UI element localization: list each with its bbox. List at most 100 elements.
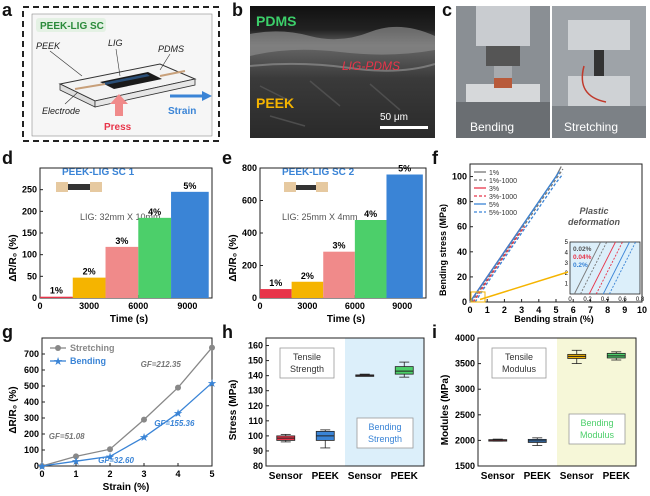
chart-h-y-tick-label: 120 (248, 401, 263, 411)
chart-h-category-label: PEEK (391, 471, 419, 482)
chart-g-gf-label: GF=32.60 (98, 456, 134, 465)
chart-h-y-tick-label: 80 (253, 461, 263, 471)
chart-i: Modules (MPa) 1500 2000 2500 3000 3500 4000 Se… (440, 333, 637, 482)
chart-g-point-stretching (209, 344, 215, 351)
lig-pattern (100, 72, 162, 89)
chart-h-tensile-box (279, 347, 335, 379)
chart-h-category-label: PEEK (312, 471, 340, 482)
chart-d-y-tick-label: 50 (27, 271, 37, 281)
chart-d-lig-size: LIG: 32mm X 10mm (80, 212, 161, 222)
panel-letter-c: c (442, 0, 453, 20)
chart-e-y-tick-label: 400 (242, 228, 257, 238)
chart-d-xlabel: Time (s) (110, 314, 148, 325)
chart-f-y-tick-label: 100 (452, 172, 467, 182)
chart-g-gf-label: GF=155.36 (154, 419, 195, 428)
chart-h-y-tick-label: 90 (253, 446, 263, 456)
chart-f-inset-line (595, 241, 623, 295)
chart-f-series-3%-1000 (472, 226, 526, 303)
chart-d-y-tick-label: 0 (32, 293, 37, 303)
chart-i-plot-frame (477, 337, 637, 467)
chart-h-ylabel: Stress (MPa) (228, 380, 239, 441)
chart-d-bar-label: 3% (115, 236, 128, 246)
chart-f-zoom-box (470, 291, 486, 303)
chart-g-y-tick-label: 700 (24, 349, 39, 359)
chart-i-category-label: Sensor (560, 471, 594, 482)
chart-g-y-tick-label: 0 (34, 461, 39, 471)
label-pdms: PDMS (158, 44, 184, 54)
chart-e-bar-2pct (291, 281, 324, 298)
chart-i-tensile-label: Modulus (502, 364, 537, 374)
chart-f-inset-y-tick: 5 (565, 240, 569, 246)
chart-g-legend-label: Bending (70, 356, 106, 366)
schematic-title: PEEK-LIG SC (40, 21, 104, 32)
chart-f-legend-label: 5%-1000 (489, 210, 517, 217)
chart-i-ylabel: Modules (MPa) (440, 375, 451, 446)
chart-e-y-tick-label: 600 (242, 196, 257, 206)
chart-f-legend-label: 5% (489, 202, 499, 209)
chart-i-category-label: PEEK (603, 471, 631, 482)
chart-g-point-stretching (175, 384, 181, 391)
label-strain: Strain (168, 106, 196, 117)
chart-g-legend-label: Stretching (70, 343, 115, 353)
chart-g-y-tick-label: 200 (24, 429, 39, 439)
chart-d-x-tick-label: 3000 (79, 301, 99, 311)
chart-g-point-stretching (141, 416, 147, 423)
chart-i-y-tick-label: 3500 (455, 359, 475, 369)
chart-f-x-tick-label: 4 (536, 305, 541, 315)
chart-g-point-stretching (107, 446, 113, 453)
chart-i-tensile-box (491, 347, 547, 379)
chart-e-ylabel: ΔR/R₀ (%) (228, 234, 239, 281)
panel-letter-a: a (2, 0, 13, 20)
panel-c-photos: Bending Stretching (456, 6, 646, 138)
chart-d-y-tick-label: 150 (22, 228, 37, 238)
chart-i-y-tick-label: 2000 (455, 435, 475, 445)
chart-f-x-tick-label: 5 (553, 305, 558, 315)
chart-g-point-bending: ★ (173, 408, 183, 420)
chart-h: Stress (MPa) 80 90 100 110 120 130 140 150 160 Se… (228, 337, 425, 482)
sem-label-peek: PEEK (256, 95, 294, 111)
chart-e-x-tick-label: 9000 (392, 301, 412, 311)
chart-f-y-tick-label: 40 (457, 247, 467, 257)
chart-g-x-tick-label: 2 (107, 469, 112, 479)
chart-f-legend-label: 3% (489, 186, 499, 193)
chart-g-point-bending: ★ (37, 461, 47, 473)
chart-d-bar-1pct (40, 296, 73, 298)
chart-f-inset-line (573, 241, 602, 295)
chart-g-y-tick-label: 400 (24, 397, 39, 407)
chart-f-inset-x-tick: 0 (568, 297, 572, 303)
chart-f-inset-x-tick: 0.2 (583, 297, 592, 303)
chart-h-tensile-label: Tensile (293, 352, 321, 362)
chart-f-inset-y-tick: 2 (565, 271, 569, 277)
chart-g-legend-marker (55, 345, 61, 351)
chart-f-series-5% (469, 171, 560, 303)
chart-g-x-tick-label: 1 (73, 469, 78, 479)
sem-label-lig-pdms: LIG-PDMS (342, 59, 400, 73)
chart-d-ylabel: ΔR/R₀ (%) (8, 234, 19, 281)
chart-g-point-stretching (73, 453, 79, 460)
chart-e-x-tick-label: 6000 (345, 301, 365, 311)
chart-i-y-tick-label: 1500 (455, 461, 475, 471)
chart-i-tensile-label: Tensile (505, 352, 533, 362)
chart-d-bar-label: 1% (50, 286, 63, 296)
chart-h-y-tick-label: 110 (248, 416, 263, 426)
chart-f-inset-line (602, 241, 630, 295)
chart-g-x-tick-label: 0 (39, 469, 44, 479)
chart-d-bar-3pct (105, 246, 139, 298)
panel-letter-f: f (432, 148, 438, 168)
chart-e-bar-1pct (260, 289, 292, 298)
photo-label-stretching: Stretching (564, 120, 618, 134)
chart-f-legend-label: 1% (489, 170, 499, 177)
chart-d-x-tick-label: 6000 (128, 301, 148, 311)
chart-f-legend-label: 3%-1000 (489, 194, 517, 201)
chart-d-bar-label: 2% (83, 267, 96, 277)
chart-g-x-tick-label: 5 (209, 469, 214, 479)
chart-d-x-tick-label: 9000 (177, 301, 197, 311)
chart-f-series-5%-1000 (474, 173, 564, 303)
chart-g-gf-label: GF=212.35 (141, 360, 182, 369)
label-press: Press (104, 122, 132, 133)
chart-g-x-tick-label: 3 (141, 469, 146, 479)
sem-label-pdms: PDMS (256, 13, 296, 29)
chart-h-tensile-label: Strength (290, 364, 324, 374)
chart-h-bending-label: Bending (368, 422, 401, 432)
chart-g-legend-marker: ★ (53, 356, 63, 368)
